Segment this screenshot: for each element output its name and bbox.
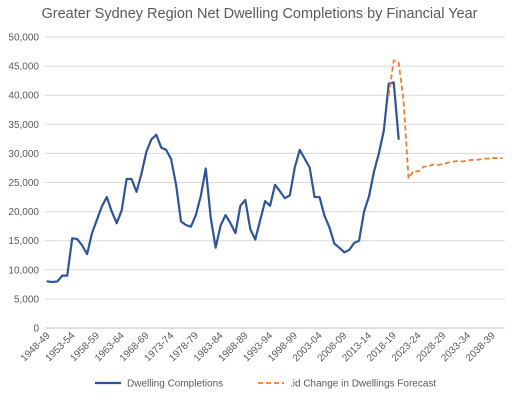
y-tick-label: 45,000 xyxy=(8,62,39,73)
y-tick-label: 0 xyxy=(33,324,39,335)
y-tick-label: 25,000 xyxy=(8,178,39,189)
y-tick-label: 20,000 xyxy=(8,207,39,218)
series-line-2 xyxy=(387,59,503,180)
y-tick-label: 35,000 xyxy=(8,120,39,131)
y-tick-label: 5,000 xyxy=(14,294,39,305)
y-tick-label: 30,000 xyxy=(8,149,39,160)
series-line-1 xyxy=(46,81,400,284)
y-tick-label: 40,000 xyxy=(8,91,39,102)
legend-label-1: Dwelling Completions xyxy=(127,379,223,390)
chart-title: Greater Sydney Region Net Dwelling Compl… xyxy=(41,6,478,22)
legend-label-2: .id Change in Dwellings Forecast xyxy=(290,379,436,390)
y-tick-label: 50,000 xyxy=(8,33,39,44)
y-tick-label: 15,000 xyxy=(8,236,39,247)
y-tick-label: 10,000 xyxy=(8,265,39,276)
